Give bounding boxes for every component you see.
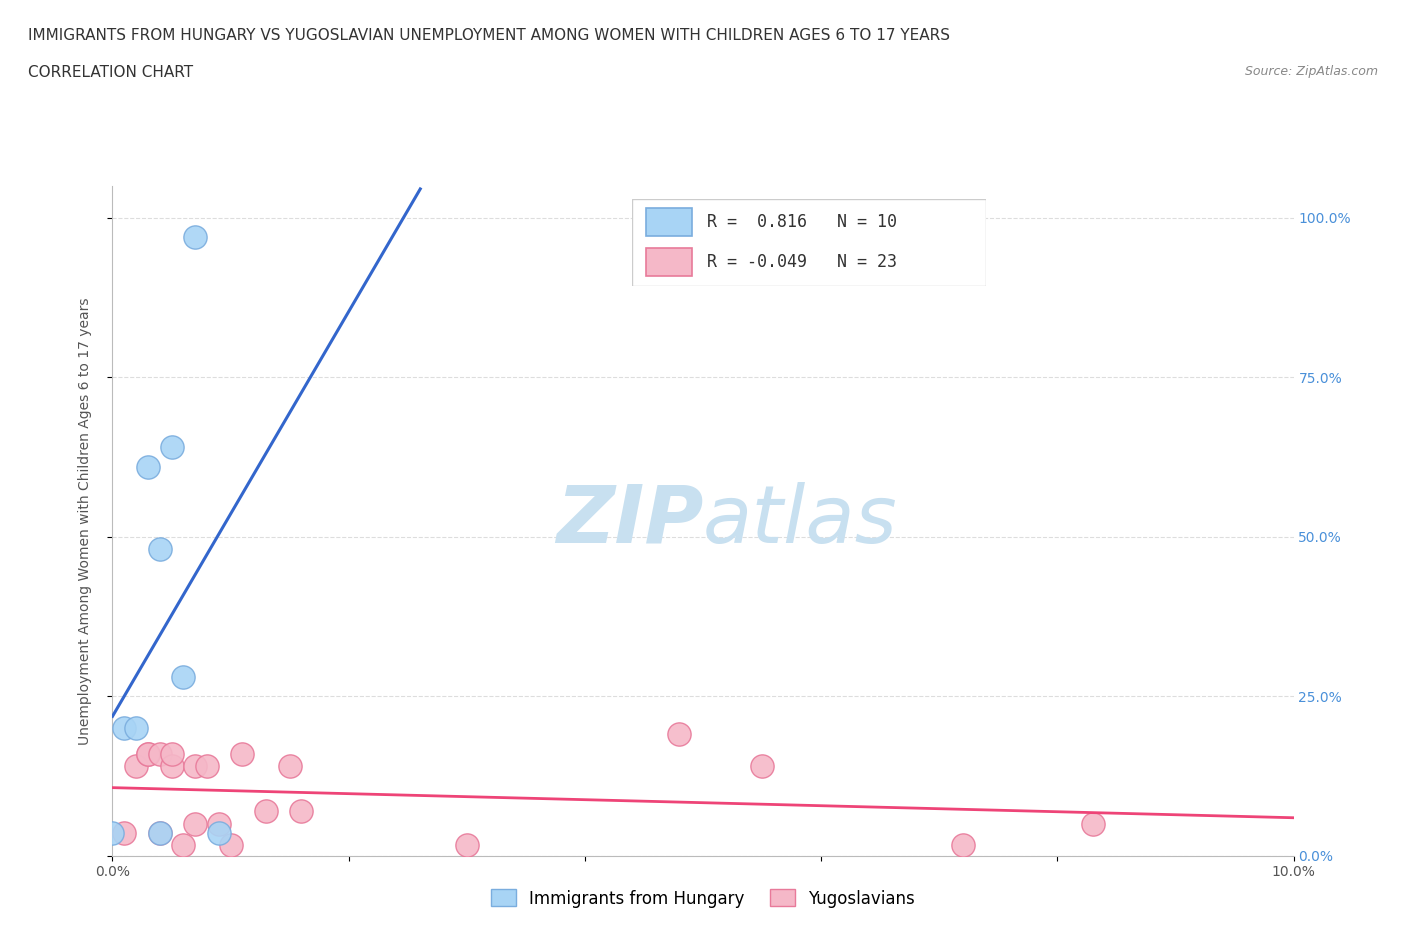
Point	[952, 838, 974, 853]
Point	[101, 826, 124, 841]
Point	[172, 838, 194, 853]
Point	[136, 746, 159, 761]
Legend: Immigrants from Hungary, Yugoslavians: Immigrants from Hungary, Yugoslavians	[485, 883, 921, 914]
Point	[184, 817, 207, 831]
Point	[112, 826, 135, 841]
Text: ZIP: ZIP	[555, 482, 703, 560]
Point	[160, 746, 183, 761]
Point	[149, 542, 172, 557]
Point	[195, 759, 218, 774]
Point	[149, 746, 172, 761]
Point	[1081, 817, 1104, 831]
Point	[184, 759, 207, 774]
Point	[231, 746, 253, 761]
Point	[149, 826, 172, 841]
Point	[125, 759, 148, 774]
FancyBboxPatch shape	[633, 199, 987, 286]
Point	[219, 838, 242, 853]
Point	[160, 759, 183, 774]
Point	[290, 804, 312, 818]
Point	[751, 759, 773, 774]
Point	[184, 230, 207, 245]
Y-axis label: Unemployment Among Women with Children Ages 6 to 17 years: Unemployment Among Women with Children A…	[77, 297, 91, 745]
Point	[456, 838, 478, 853]
Text: Source: ZipAtlas.com: Source: ZipAtlas.com	[1244, 65, 1378, 78]
Point	[208, 826, 231, 841]
Point	[149, 826, 172, 841]
Point	[136, 459, 159, 474]
Point	[254, 804, 277, 818]
Point	[125, 721, 148, 736]
Bar	[647, 208, 692, 236]
Bar	[647, 248, 692, 276]
Point	[136, 746, 159, 761]
Text: IMMIGRANTS FROM HUNGARY VS YUGOSLAVIAN UNEMPLOYMENT AMONG WOMEN WITH CHILDREN AG: IMMIGRANTS FROM HUNGARY VS YUGOSLAVIAN U…	[28, 28, 950, 43]
Point	[172, 670, 194, 684]
Point	[112, 721, 135, 736]
Text: R = -0.049   N = 23: R = -0.049 N = 23	[707, 253, 897, 271]
Text: CORRELATION CHART: CORRELATION CHART	[28, 65, 193, 80]
Text: R =  0.816   N = 10: R = 0.816 N = 10	[707, 213, 897, 231]
Point	[278, 759, 301, 774]
Point	[208, 817, 231, 831]
Point	[160, 440, 183, 455]
Text: atlas: atlas	[703, 482, 898, 560]
Point	[668, 727, 690, 742]
